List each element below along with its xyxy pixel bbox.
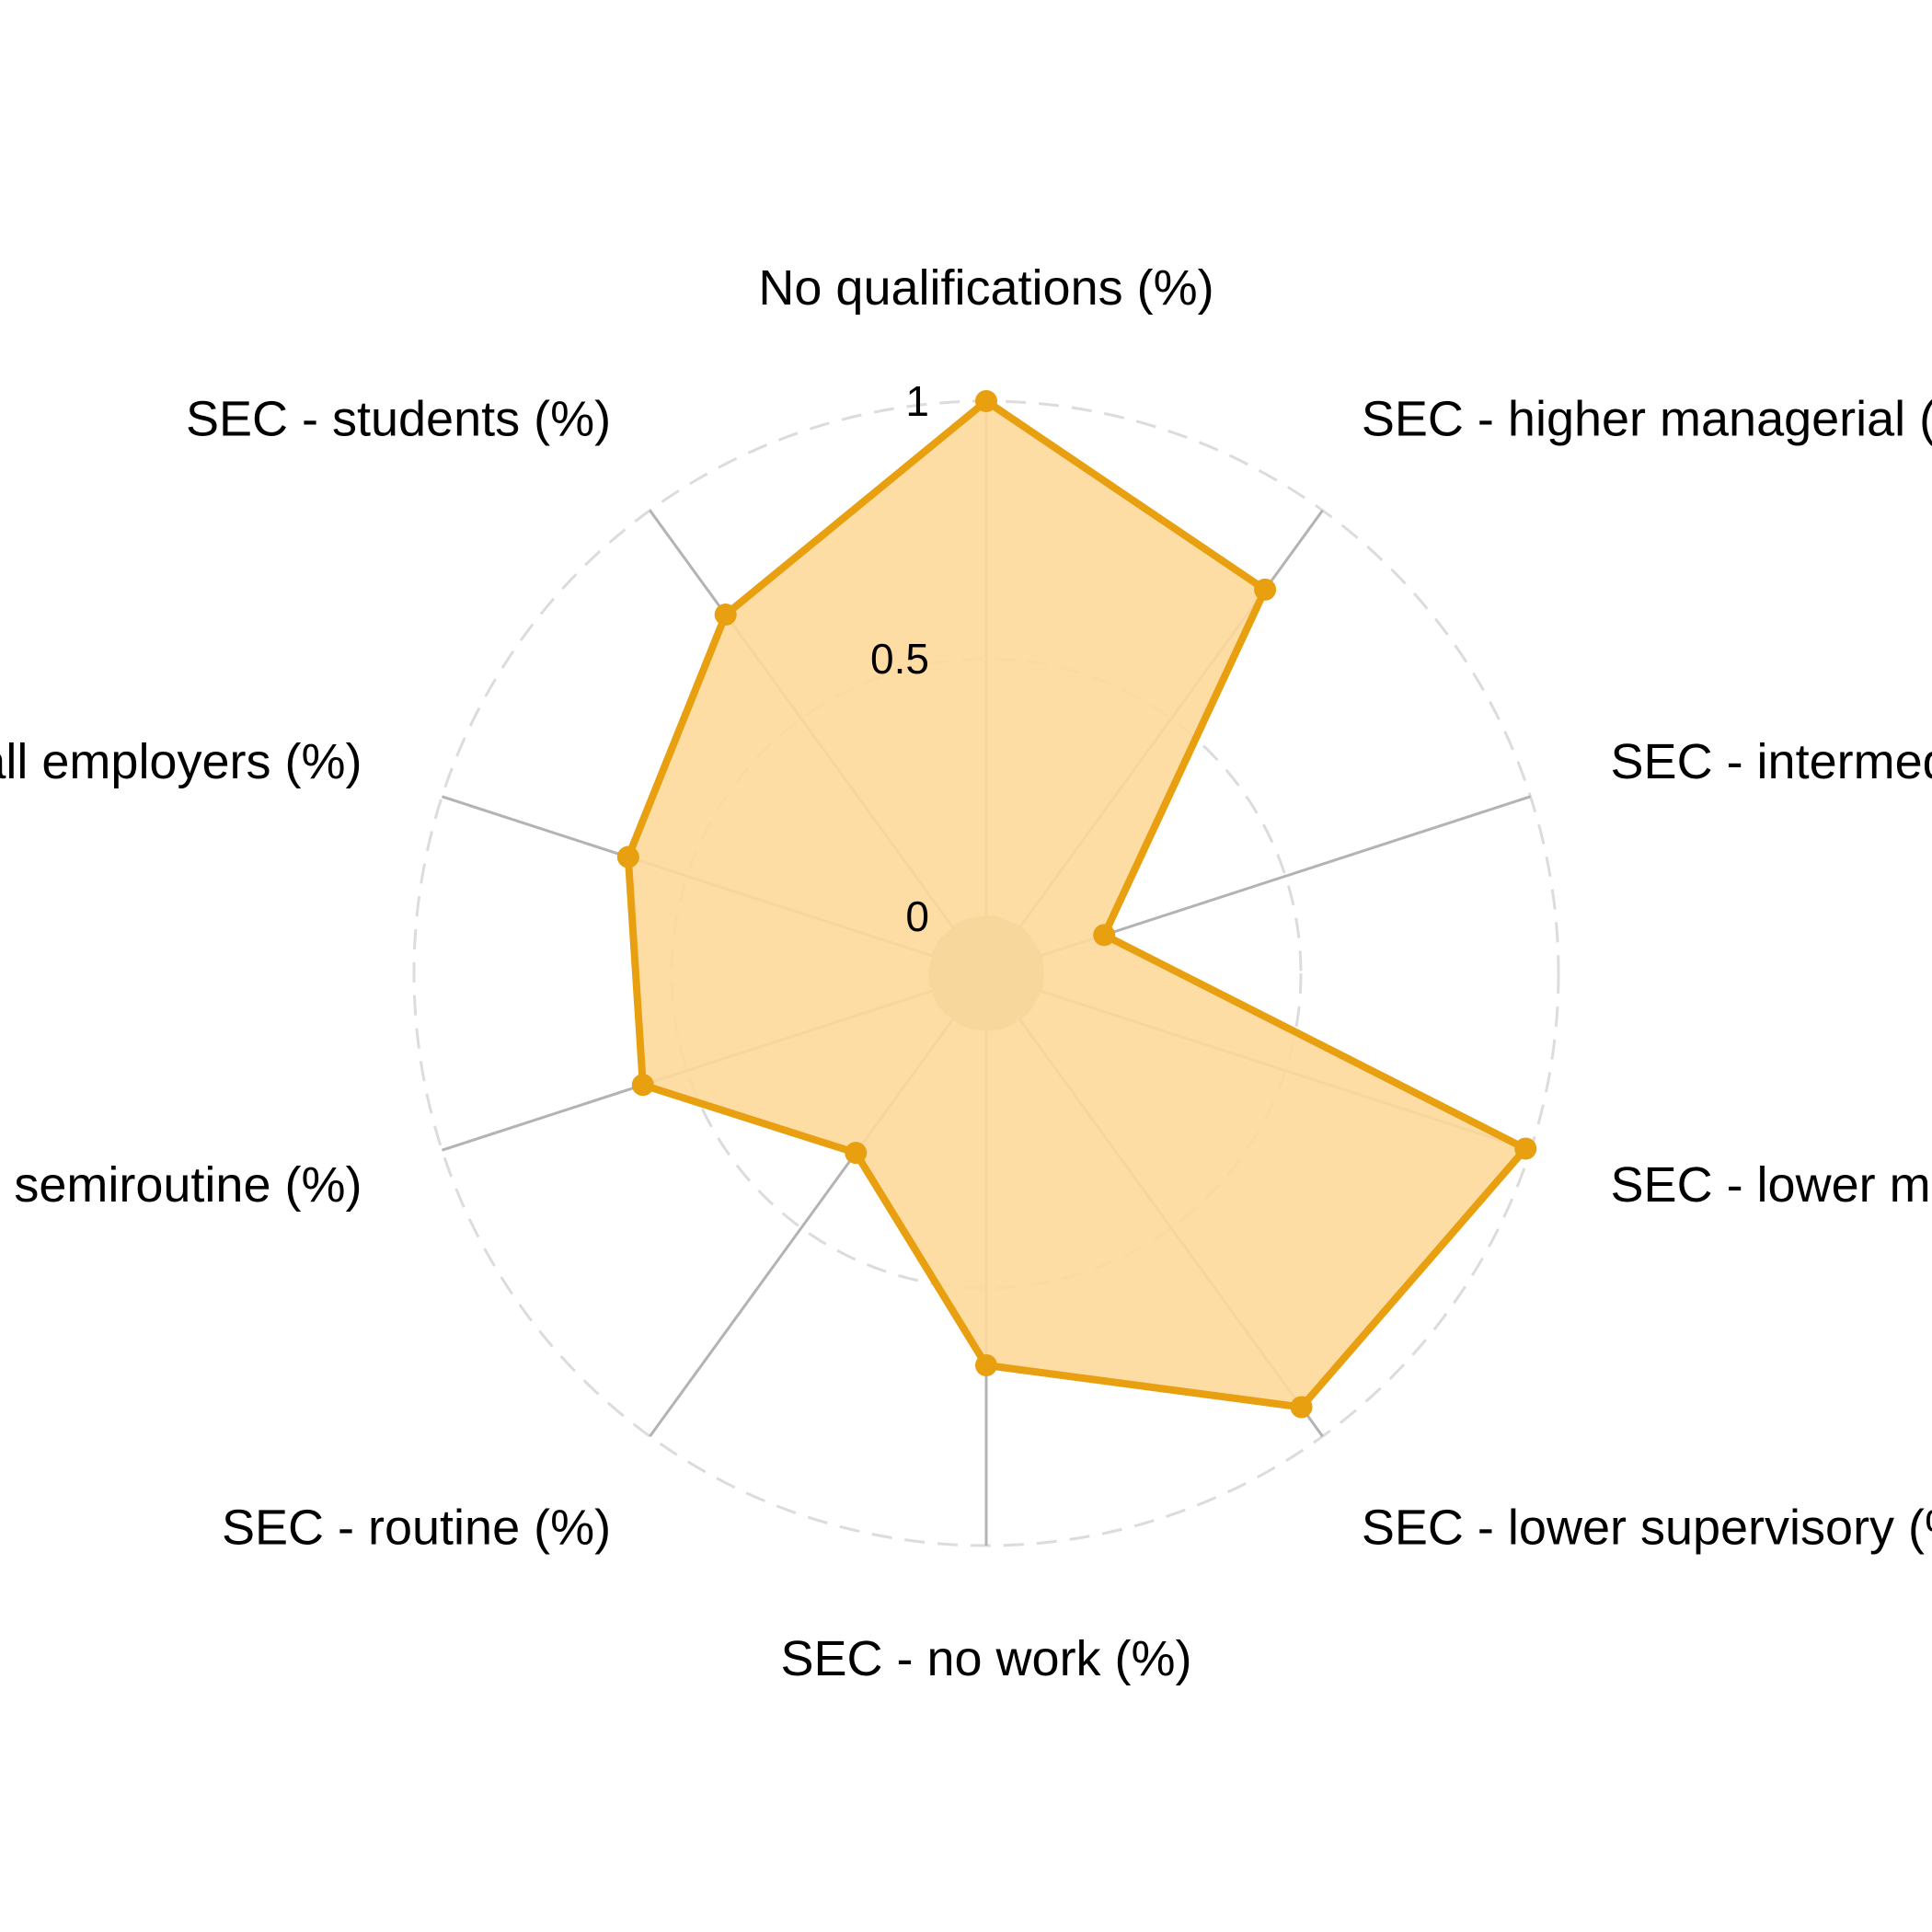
series-area bbox=[624, 397, 1530, 1411]
data-point-3 bbox=[1514, 1137, 1537, 1160]
data-point-1 bbox=[1254, 578, 1277, 601]
data-point-2 bbox=[1093, 924, 1116, 947]
data-point-7 bbox=[631, 1074, 654, 1097]
axis-label-7: SEC - semiroutine (%) bbox=[0, 1157, 362, 1213]
data-point-5 bbox=[975, 1354, 997, 1376]
tick-label-layer: 00.51 bbox=[870, 377, 929, 940]
data-point-6 bbox=[845, 1142, 868, 1165]
axis-label-1: SEC - higher managerial (%) bbox=[1362, 391, 1932, 446]
grid-circle-1 bbox=[670, 657, 1303, 1290]
spoke-2 bbox=[1040, 795, 1532, 958]
series-layer bbox=[616, 390, 1537, 1419]
data-point-4 bbox=[1290, 1396, 1313, 1419]
data-point-0 bbox=[975, 390, 997, 412]
data-point-9 bbox=[714, 604, 737, 627]
data-point-8 bbox=[616, 845, 639, 868]
tick-label-1: 0.5 bbox=[870, 635, 929, 683]
axis-label-5: SEC - no work (%) bbox=[780, 1631, 1191, 1686]
axis-label-0: No qualifications (%) bbox=[758, 260, 1213, 316]
axis-label-2: SEC - intermediate (%) bbox=[1611, 734, 1932, 789]
tick-label-2: 1 bbox=[905, 377, 929, 425]
axis-label-8: SEC - small employers (%) bbox=[0, 734, 362, 789]
center-hub bbox=[929, 916, 1043, 1030]
axis-label-9: SEC - students (%) bbox=[186, 391, 611, 446]
axis-label-3: SEC - lower managerial (%) bbox=[1611, 1157, 1932, 1213]
tick-label-0: 0 bbox=[905, 892, 929, 940]
axis-label-6: SEC - routine (%) bbox=[222, 1501, 611, 1556]
axis-label-4: SEC - lower supervisory (%) bbox=[1362, 1501, 1932, 1556]
axis-label-layer: No qualifications (%) SEC - higher manage… bbox=[0, 260, 1932, 1686]
